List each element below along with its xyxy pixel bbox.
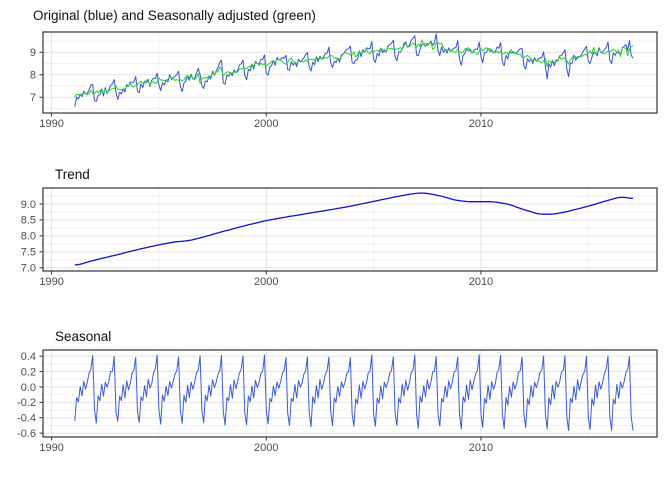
x-tick-label: 1990 [39,276,63,288]
x-tick-label: 2000 [254,118,278,130]
y-tick-label: 7 [30,92,36,104]
x-tick-label: 1990 [39,442,63,454]
panel-border [42,349,658,438]
series-group [74,192,634,266]
series-seasonal [74,354,634,431]
panels-group: 7 8 9 1990 2000 2010 7.0 7.5 8.0 8.5 9.0 1990 2000 20… [17,31,658,454]
panel-border [42,187,658,272]
x-tick-label: 2010 [469,118,493,130]
series-group [74,33,634,108]
series-seasonally-adjusted [74,39,634,98]
panel-1: 7.0 7.5 8.0 8.5 9.0 1990 2000 2010 [21,187,658,288]
y-tick-label: 0.0 [21,382,36,394]
panel-seasonal-title: Seasonal [55,329,111,344]
series-original [74,33,634,108]
y-tick-label: -0.6 [17,428,36,440]
panel-border [42,31,658,114]
y-tick-label: 7.0 [21,263,36,275]
series-group [74,354,634,431]
y-tick-label: 0.2 [21,366,36,378]
series-trend [74,192,634,266]
y-tick-label: 8.0 [21,231,36,243]
panel-trend-title: Trend [55,167,90,182]
x-tick-label: 1990 [39,118,63,130]
x-tick-label: 2000 [254,276,278,288]
panel-0: 7 8 9 1990 2000 2010 [30,31,658,130]
x-tick-label: 2010 [469,276,493,288]
y-tick-label: 8 [30,70,36,82]
x-tick-label: 2010 [469,442,493,454]
x-tick-label: 2000 [254,442,278,454]
y-tick-label: 8.5 [21,215,36,227]
y-tick-label: 0.4 [21,351,36,363]
y-tick-label: -0.2 [17,397,36,409]
panel-original-title: Original (blue) and Seasonally adjusted … [33,8,316,23]
y-tick-label: 9 [30,47,36,59]
y-tick-label: -0.4 [17,413,36,425]
y-tick-label: 7.5 [21,247,36,259]
y-tick-label: 9.0 [21,199,36,211]
